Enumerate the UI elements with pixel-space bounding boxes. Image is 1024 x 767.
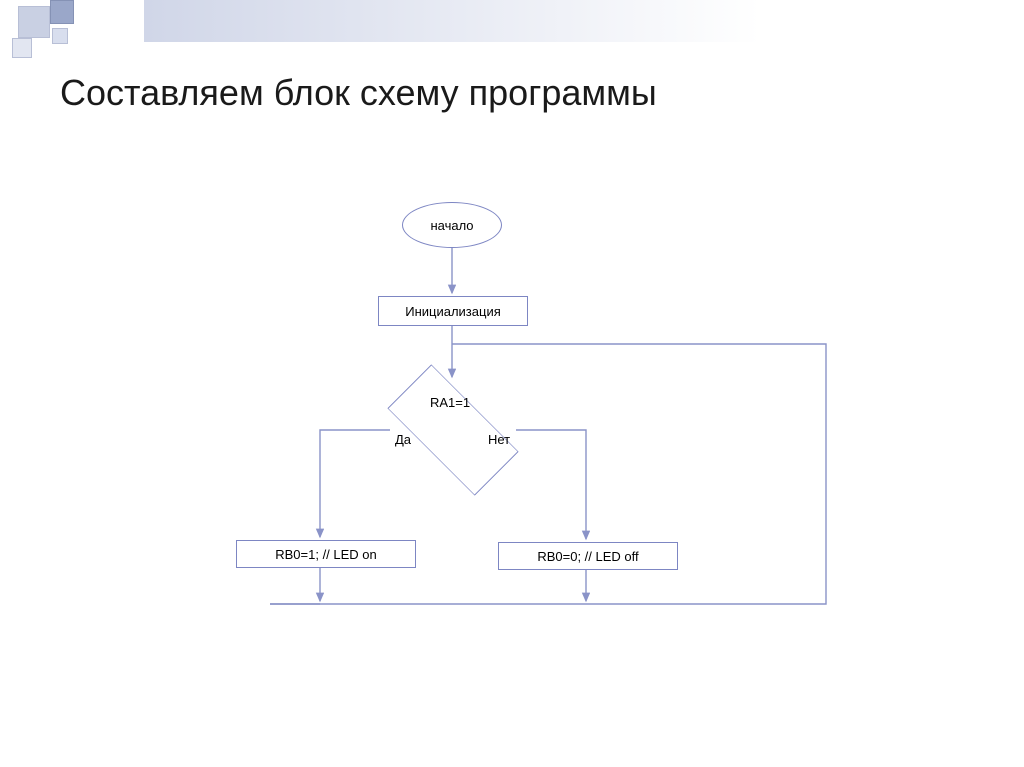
slide-title: Составляем блок схему программы [60, 72, 657, 114]
node-led-on: RB0=1; // LED on [236, 540, 416, 568]
flowchart-canvas: начало Инициализация RA1=1 Да Нет RB0=1;… [0, 180, 1024, 740]
node-init-label: Инициализация [405, 304, 501, 319]
slide-header-decoration [0, 0, 1024, 42]
header-gradient [144, 0, 1024, 42]
header-squares-icon [12, 0, 82, 70]
decision-yes-label: Да [395, 432, 411, 447]
node-led-on-label: RB0=1; // LED on [275, 547, 377, 562]
node-start-label: начало [430, 218, 473, 233]
decision-diamond-shape [387, 364, 518, 495]
node-start: начало [402, 202, 502, 248]
node-decision-label: RA1=1 [430, 395, 470, 410]
node-led-off-label: RB0=0; // LED off [537, 549, 638, 564]
node-led-off: RB0=0; // LED off [498, 542, 678, 570]
node-init: Инициализация [378, 296, 528, 326]
decision-no-label: Нет [488, 432, 510, 447]
